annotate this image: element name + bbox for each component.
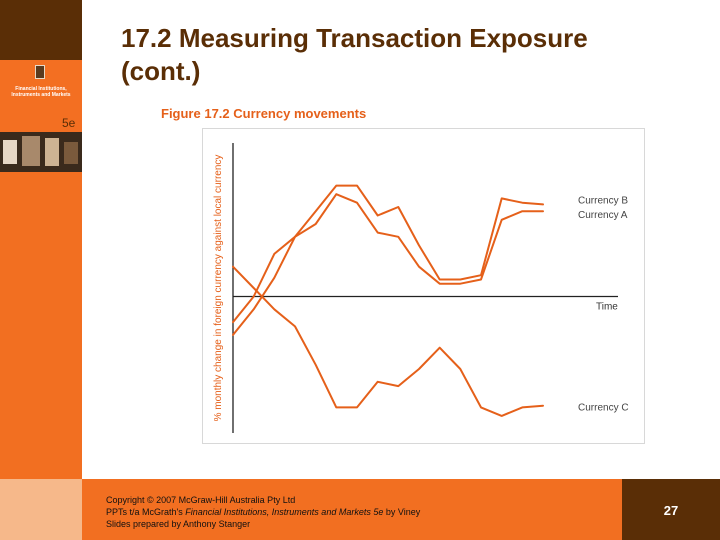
series-line-currency-b xyxy=(232,184,544,336)
sidebar-top-band xyxy=(0,0,82,60)
figure-caption: Figure 17.2 Currency movements xyxy=(161,106,367,121)
cover-photo xyxy=(22,136,40,166)
figure-panel: % monthly change in foreign currency aga… xyxy=(202,128,645,444)
copyright-notice: Copyright © 2007 McGraw-Hill Australia P… xyxy=(106,494,616,530)
copyright-line2-prefix: PPTs t/a McGrath's xyxy=(106,507,186,517)
footer-left-block xyxy=(0,479,82,540)
cover-photo xyxy=(45,138,59,166)
series-line-currency-a xyxy=(232,193,544,324)
slide-title: 17.2 Measuring Transaction Exposure (con… xyxy=(121,22,701,88)
book-cover-photos xyxy=(0,132,82,172)
series-label-currency-c: Currency C xyxy=(578,403,629,414)
cover-photo xyxy=(64,142,78,164)
page-number-box xyxy=(622,479,720,540)
chart-series xyxy=(232,184,544,417)
book-cover: Financial Institutions, Instruments and … xyxy=(0,60,82,172)
publisher-logo xyxy=(35,65,45,79)
book-cover-title-line2: Instruments and Markets xyxy=(11,92,71,98)
x-axis-label: Time xyxy=(596,302,618,313)
cover-photo xyxy=(3,140,17,164)
series-label-currency-b: Currency B xyxy=(578,195,628,206)
book-edition: 5e xyxy=(62,116,76,130)
y-axis-label: % monthly change in foreign currency aga… xyxy=(213,155,224,422)
slide-title-line2: (cont.) xyxy=(121,56,201,86)
copyright-line2: PPTs t/a McGrath's Financial Institution… xyxy=(106,506,616,518)
currency-movements-chart: % monthly change in foreign currency aga… xyxy=(213,143,629,433)
footer-band xyxy=(82,479,720,540)
copyright-line2-suffix: by Viney xyxy=(383,507,421,517)
chart-labels: % monthly change in foreign currency aga… xyxy=(213,155,629,422)
copyright-line1: Copyright © 2007 McGraw-Hill Australia P… xyxy=(106,495,296,505)
book-cover-title: Financial Institutions, Instruments and … xyxy=(2,86,80,98)
book-cover-title-line1: Financial Institutions, xyxy=(15,86,67,92)
slide-title-line1: 17.2 Measuring Transaction Exposure xyxy=(121,23,588,53)
chart-axes xyxy=(232,143,618,433)
series-label-currency-a: Currency A xyxy=(578,210,628,221)
copyright-line3: Slides prepared by Anthony Stanger xyxy=(106,519,251,529)
page-number: 27 xyxy=(663,503,679,518)
series-line-currency-c xyxy=(232,265,544,417)
copyright-book-title: Financial Institutions, Instruments and … xyxy=(185,507,384,517)
